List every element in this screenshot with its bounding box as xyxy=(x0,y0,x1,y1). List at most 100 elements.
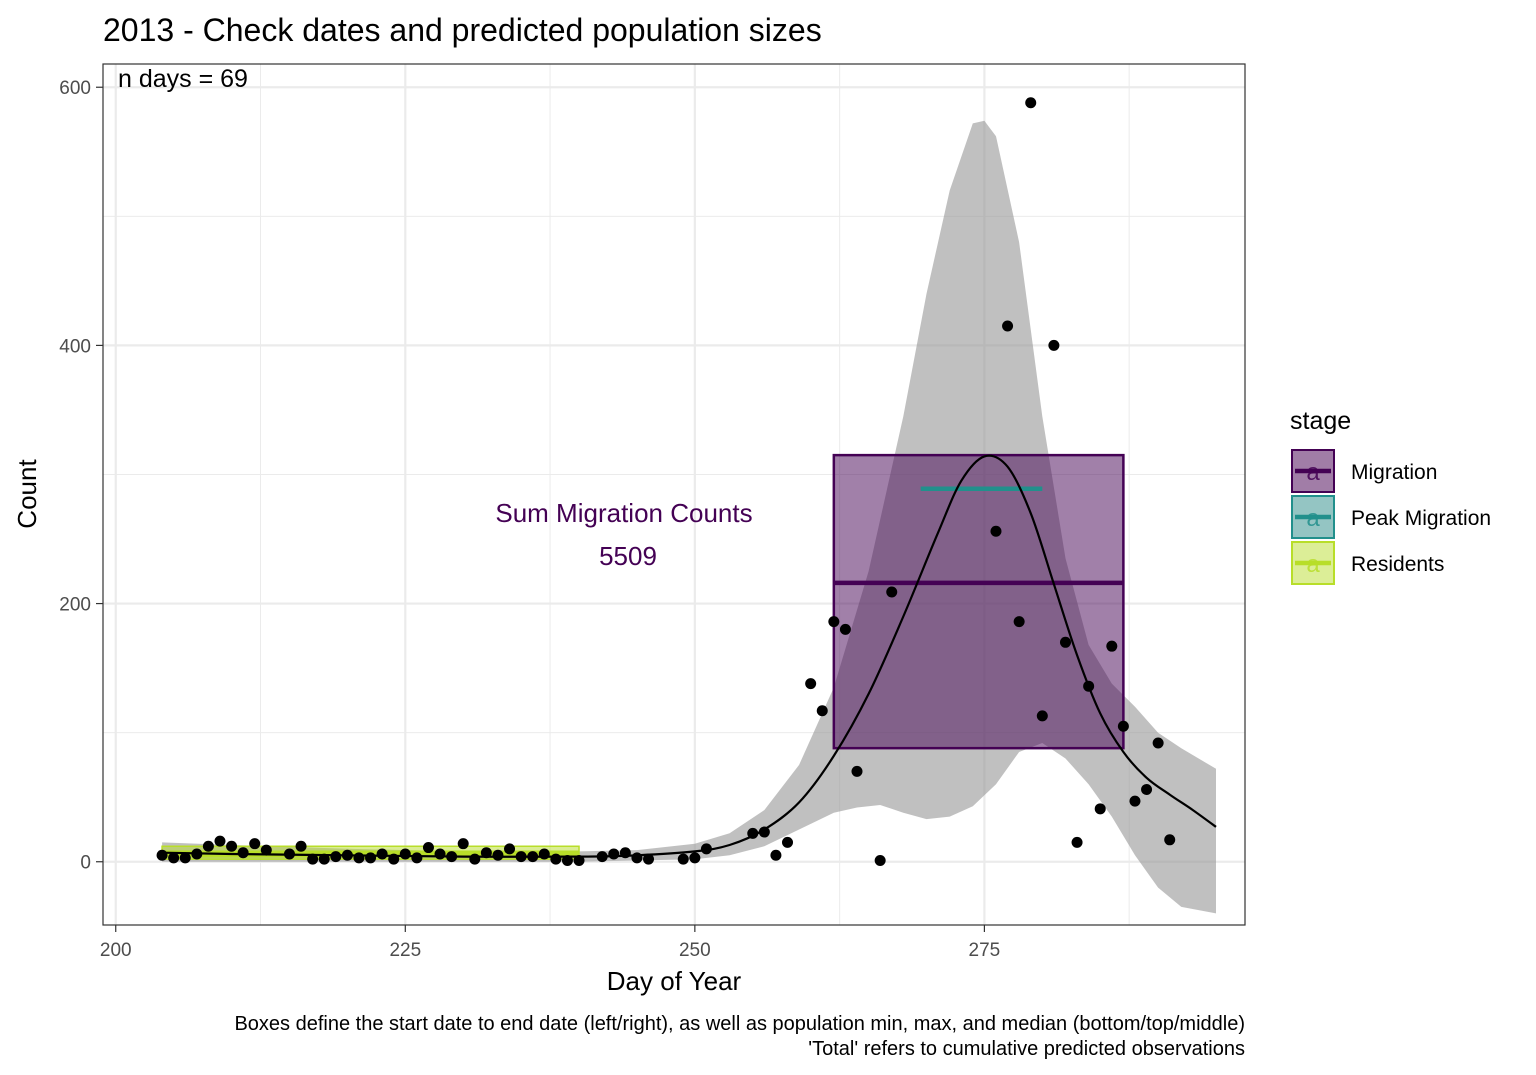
chart-title: 2013 - Check dates and predicted populat… xyxy=(103,12,822,48)
data-point xyxy=(1025,97,1037,109)
legend-item-residents-label: Residents xyxy=(1351,553,1444,576)
data-point xyxy=(1002,320,1014,332)
plot-area xyxy=(102,63,1246,926)
data-point xyxy=(168,852,180,864)
data-point xyxy=(990,525,1002,537)
legend-item-peak-migration-label: Peak Migration xyxy=(1351,507,1491,530)
y-tick-label: 600 xyxy=(59,78,91,99)
x-tick-label: 200 xyxy=(100,940,132,961)
data-point xyxy=(689,852,701,864)
data-point xyxy=(399,848,411,860)
data-point xyxy=(353,852,365,864)
y-tick-label: 200 xyxy=(59,595,91,616)
legend-item-residents-key-glyph: a xyxy=(1306,551,1320,578)
data-point xyxy=(1013,616,1025,628)
data-point xyxy=(573,854,585,866)
data-point xyxy=(411,852,423,864)
data-point xyxy=(608,848,620,860)
data-point xyxy=(156,849,168,861)
data-point xyxy=(260,844,272,856)
data-point xyxy=(782,836,794,848)
data-point xyxy=(480,847,492,859)
legend-item-peak-migration-key-glyph: a xyxy=(1306,505,1320,532)
data-point xyxy=(619,847,631,859)
x-axis-label: Day of Year xyxy=(607,966,742,996)
data-point xyxy=(1129,795,1141,807)
data-point xyxy=(816,705,828,717)
legend-item-migration-label: Migration xyxy=(1351,461,1437,484)
data-point xyxy=(1152,737,1164,749)
data-point xyxy=(851,765,863,777)
caption-line-1: Boxes define the start date to end date … xyxy=(234,1013,1245,1035)
caption-line-2: 'Total' refers to cumulative predicted o… xyxy=(808,1038,1245,1060)
data-point xyxy=(307,853,319,865)
data-point xyxy=(237,847,249,859)
data-point xyxy=(202,840,214,852)
data-point xyxy=(341,849,353,861)
data-point xyxy=(179,852,191,864)
y-axis-label: Count xyxy=(12,459,42,529)
data-point xyxy=(886,586,898,598)
y-tick-label: 0 xyxy=(80,853,91,874)
data-point xyxy=(1141,783,1153,795)
data-point xyxy=(492,849,504,861)
data-point xyxy=(700,843,712,855)
data-point xyxy=(747,827,759,839)
sum-migration-title: Sum Migration Counts xyxy=(495,498,752,528)
data-point xyxy=(1083,680,1095,692)
data-point xyxy=(1106,640,1118,652)
sum-migration-value: 5509 xyxy=(599,541,657,571)
data-point xyxy=(1048,339,1060,351)
data-point xyxy=(191,848,203,860)
x-tick-label: 275 xyxy=(969,940,1001,961)
data-point xyxy=(631,852,643,864)
axes: 200 225 250 275 0 200 400 600 xyxy=(59,78,1000,961)
data-point xyxy=(457,838,469,850)
data-point xyxy=(527,851,539,863)
data-point xyxy=(550,853,562,865)
data-point xyxy=(1094,803,1106,815)
data-point xyxy=(596,851,608,863)
data-point xyxy=(1117,720,1129,732)
data-point xyxy=(469,853,481,865)
x-tick-label: 225 xyxy=(389,940,421,961)
legend-item-residents: a Residents xyxy=(1291,541,1444,585)
data-point xyxy=(1059,636,1071,648)
data-point xyxy=(770,849,782,861)
legend-item-peak-migration: a Peak Migration xyxy=(1291,495,1491,539)
legend-item-migration: a Migration xyxy=(1291,449,1437,493)
box-migration xyxy=(832,453,1125,750)
data-point xyxy=(376,848,388,860)
data-point xyxy=(677,853,689,865)
data-point xyxy=(758,826,770,838)
data-point xyxy=(538,848,550,860)
data-point xyxy=(805,678,817,690)
y-tick-label: 400 xyxy=(59,336,91,357)
data-point xyxy=(515,851,527,863)
legend-items: a Migration a Peak Migration a Residents xyxy=(1291,449,1491,585)
legend-item-migration-key-glyph: a xyxy=(1306,459,1320,486)
data-point xyxy=(318,853,330,865)
data-point xyxy=(874,854,886,866)
panel-border xyxy=(102,63,1246,926)
data-point xyxy=(839,623,851,635)
data-point xyxy=(1071,836,1083,848)
data-point xyxy=(1164,834,1176,846)
legend-title: stage xyxy=(1290,407,1351,435)
data-point xyxy=(446,851,458,863)
data-point xyxy=(828,616,840,628)
data-point xyxy=(643,853,655,865)
data-point xyxy=(1036,710,1048,722)
data-point xyxy=(504,843,516,855)
data-point xyxy=(295,840,307,852)
data-point xyxy=(283,848,295,860)
data-point xyxy=(226,840,238,852)
data-point xyxy=(249,838,261,850)
data-point xyxy=(365,852,377,864)
data-point xyxy=(388,853,400,865)
legend: stage a Migration a Peak Migration a Resident… xyxy=(1290,407,1491,585)
data-point xyxy=(214,835,226,847)
data-point xyxy=(422,842,434,854)
data-point xyxy=(434,848,446,860)
